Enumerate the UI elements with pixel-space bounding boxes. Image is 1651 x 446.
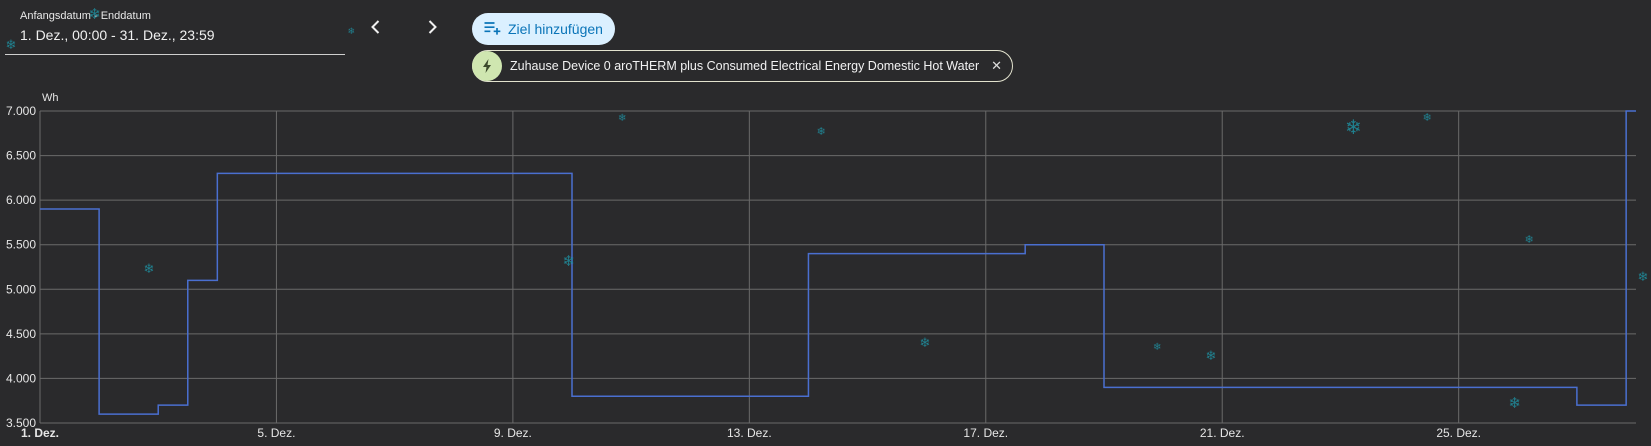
chevron-right-icon xyxy=(424,19,440,40)
chevron-left-icon xyxy=(368,19,384,40)
x-tick-label: 5. Dez. xyxy=(257,426,295,440)
close-icon[interactable]: ✕ xyxy=(991,58,1003,73)
x-tick-label: 17. Dez. xyxy=(963,426,1008,440)
plot-series xyxy=(40,110,1636,415)
y-tick-label: 3.500 xyxy=(6,416,36,430)
y-tick-label: 6.500 xyxy=(6,149,36,163)
lightning-bolt-icon xyxy=(472,51,502,81)
x-tick-label: 9. Dez. xyxy=(494,426,532,440)
x-tick-label: 21. Dez. xyxy=(1200,426,1245,440)
grid-lines xyxy=(39,110,1636,424)
y-tick-label: 4.000 xyxy=(6,371,36,385)
entity-chip[interactable]: Zuhause Device 0 aroTHERM plus Consumed … xyxy=(472,50,1014,82)
date-range-label: Anfangsdatum - Enddatum xyxy=(20,10,151,22)
y-axis-unit-label: Wh xyxy=(42,92,59,104)
y-tick-label: 7.000 xyxy=(6,104,36,118)
y-tick-label: 5.000 xyxy=(6,282,36,296)
date-range-value[interactable]: 1. Dez., 00:00 - 31. Dez., 23:59 xyxy=(20,27,215,43)
x-axis-ticks: 1. Dez. 5. Dez. 9. Dez. 13. Dez. 17. Dez. 21.… xyxy=(21,426,1481,440)
y-tick-label: 6.000 xyxy=(6,193,36,207)
y-tick-label: 4.500 xyxy=(6,327,36,341)
date-range-field[interactable]: Anfangsdatum - Enddatum 1. Dez., 00:00 -… xyxy=(5,6,345,55)
series-line xyxy=(40,110,1636,415)
energy-chart: Wh 3.500 4.000 4.500 5.000 5.500 6.000 6.500 7.… xyxy=(6,92,1636,440)
x-tick-label: 13. Dez. xyxy=(727,426,772,440)
snowflake-icon: ❄ xyxy=(347,26,356,37)
x-tick-label: 1. Dez. xyxy=(21,426,59,440)
previous-period-button[interactable] xyxy=(360,13,392,45)
entity-chip-label: Zuhause Device 0 aroTHERM plus Consumed … xyxy=(510,59,980,73)
next-period-button[interactable] xyxy=(416,13,448,45)
y-axis-ticks: 3.500 4.000 4.500 5.000 5.500 6.000 6.500 7.000 xyxy=(6,104,36,430)
y-tick-label: 5.500 xyxy=(6,238,36,252)
playlist-plus-icon xyxy=(482,18,502,41)
x-tick-label: 25. Dez. xyxy=(1436,426,1481,440)
add-target-button[interactable]: Ziel hinzufügen xyxy=(472,13,615,45)
add-target-label: Ziel hinzufügen xyxy=(508,21,603,37)
